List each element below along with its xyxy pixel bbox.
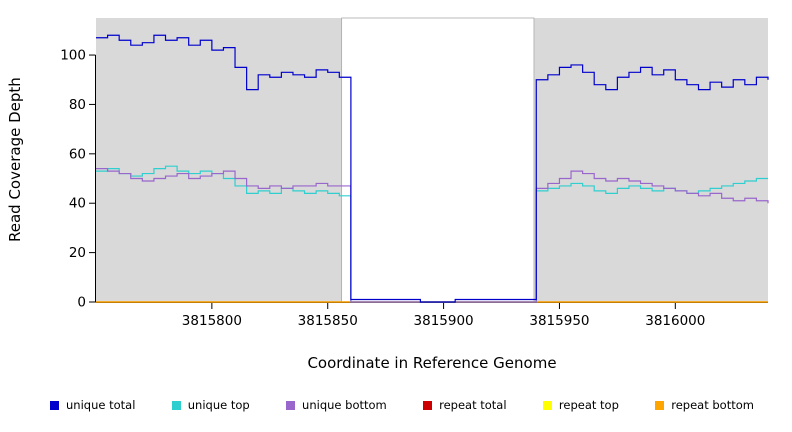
legend-swatch-unique-total [50, 400, 59, 410]
legend-label: unique total [66, 398, 136, 412]
legend-item-repeat-bottom: repeat bottom [655, 398, 754, 412]
y-tick-label: 0 [77, 295, 86, 311]
x-axis-label: Coordinate in Reference Genome [307, 354, 557, 372]
y-tick-label: 40 [69, 196, 86, 212]
legend-swatch-unique-top [171, 400, 181, 410]
legend-swatch-repeat-top [542, 400, 552, 410]
legend-item-unique-top: unique top [171, 398, 250, 412]
x-tick-label: 3816000 [645, 313, 705, 329]
x-tick-label: 3815900 [414, 313, 474, 329]
legend-label: repeat total [439, 398, 507, 412]
x-tick-label: 3815800 [182, 313, 242, 329]
legend-swatch-repeat-bottom [655, 400, 665, 410]
y-tick-label: 60 [69, 146, 86, 162]
y-tick-label: 20 [69, 245, 86, 261]
coverage-plot: 3815800 3815850 3815900 3815950 3816000 0 20 40… [60, 17, 769, 329]
x-tick-label: 3815850 [298, 313, 358, 329]
legend-label: repeat top [558, 398, 619, 412]
legend-swatch-unique-bottom [286, 400, 296, 410]
legend-item-repeat-top: repeat top [542, 398, 619, 412]
legend-item-unique-bottom: unique bottom [286, 398, 387, 412]
legend-label: repeat bottom [671, 398, 754, 412]
y-axis-label: Read Coverage Depth [6, 77, 24, 243]
x-tick-label: 3815950 [529, 313, 589, 329]
legend-label: unique top [187, 398, 250, 412]
legend: unique total unique top unique bottom repea… [0, 398, 792, 412]
legend-item-unique-total: unique total [50, 398, 135, 412]
unique-total-line [96, 34, 769, 303]
y-tick-label: 100 [60, 48, 86, 64]
legend-item-repeat-total: repeat total [423, 398, 507, 412]
legend-label: unique bottom [302, 398, 387, 412]
coverage-gap-region [341, 17, 535, 303]
legend-swatch-repeat-total [423, 400, 433, 410]
y-tick-label: 80 [69, 97, 86, 113]
